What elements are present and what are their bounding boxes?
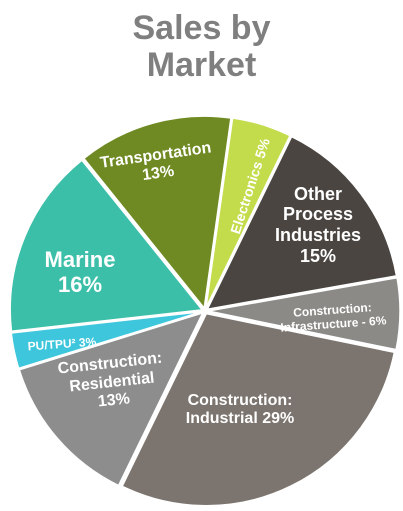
value-label: 6% (368, 313, 387, 329)
pie-slice (9, 159, 204, 333)
value-label: 16% (57, 272, 103, 297)
slice-label-text: Marine 16% (30, 247, 130, 298)
value-label: 13% (141, 162, 176, 185)
category-label: Electronics (226, 159, 266, 236)
value-label: 5% (251, 136, 273, 161)
slice-label: Other Process Industries 15% (266, 165, 371, 285)
pie-slice (206, 135, 398, 311)
slice-label: Marine 16% (30, 212, 130, 332)
pie-slice (207, 276, 401, 351)
title-box: Sales by Market (132, 10, 271, 85)
slice-label: Transportation 13% (84, 97, 229, 234)
category-label: Marine (44, 246, 116, 272)
category-label: Construction: Infrastructure - (280, 300, 373, 335)
category-label: Other Process Industries (274, 183, 362, 245)
slice-label: Construction: Industrial 29% (178, 350, 303, 470)
value-label: 3% (78, 334, 97, 350)
pie-slice (18, 311, 205, 487)
slice-label-box: Other Process Industries 15% (266, 165, 371, 285)
pie-slice (10, 310, 203, 370)
slice-label-box: Marine 16% (30, 212, 130, 332)
pie-slice (205, 117, 292, 309)
category-label: PU/TPU² (27, 336, 77, 354)
value-label: 29% (262, 410, 295, 427)
pie-slice (121, 312, 396, 507)
pie-slice (82, 115, 232, 310)
slice-label-text: PU/TPU² 3% (27, 334, 97, 355)
category-label: Construction: Industrial (185, 391, 293, 427)
slice-label-box: Transportation 13% (84, 97, 229, 234)
slice-label-text: Other Process Industries 15% (266, 184, 371, 267)
chart-title: Sales by Market (132, 10, 271, 85)
slice-label-box: Construction: Industrial 29% (178, 350, 303, 470)
value-label: 15% (299, 245, 337, 266)
slice-label-text: Transportation 13% (90, 138, 224, 193)
slice-label-text: Construction: Infrastructure - 6% (257, 299, 403, 337)
slice-label-text: Construction: Industrial 29% (178, 392, 303, 429)
